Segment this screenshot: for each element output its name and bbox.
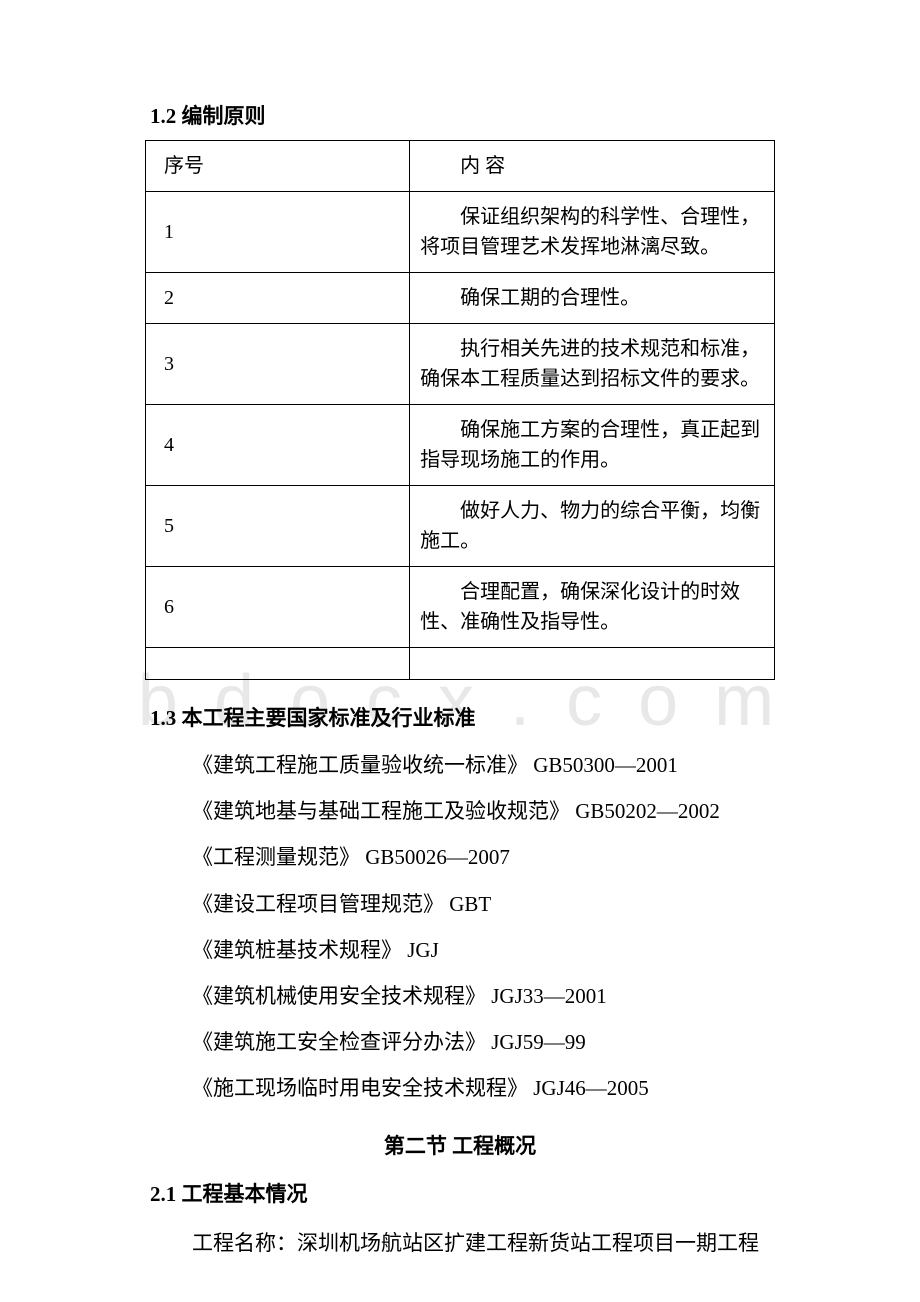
row-num: 3 [146,324,410,405]
table-row: 2 确保工期的合理性。 [146,273,775,324]
row-content: 确保工期的合理性。 [410,273,775,324]
project-name-text: 工程名称：深圳机场航站区扩建工程新货站工程项目一期工程 [145,1222,775,1264]
standard-item: 《建设工程项目管理规范》 GBT [150,881,775,927]
standard-item: 《施工现场临时用电安全技术规程》 JGJ46—2005 [150,1065,775,1111]
page-content: 1.2 编制原则 序号 内 容 1 保证组织架构的科学性、合理性，将项目管理艺术… [145,100,775,1264]
row-content: 做好人力、物力的综合平衡，均衡施工。 [410,486,775,567]
row-content: 执行相关先进的技术规范和标准，确保本工程质量达到招标文件的要求。 [410,324,775,405]
section-2-title: 第二节 工程概况 [145,1130,775,1160]
row-content: 保证组织架构的科学性、合理性，将项目管理艺术发挥地淋漓尽致。 [410,192,775,273]
table-row: 5 做好人力、物力的综合平衡，均衡施工。 [146,486,775,567]
table-row: 1 保证组织架构的科学性、合理性，将项目管理艺术发挥地淋漓尽致。 [146,192,775,273]
row-content: 确保施工方案的合理性，真正起到指导现场施工的作用。 [410,405,775,486]
standard-item: 《建筑机械使用安全技术规程》 JGJ33—2001 [150,973,775,1019]
standard-item: 《建筑施工安全检查评分办法》 JGJ59—99 [150,1019,775,1065]
row-num: 5 [146,486,410,567]
row-content: 合理配置，确保深化设计的时效性、准确性及指导性。 [410,567,775,648]
standard-item: 《建筑工程施工质量验收统一标准》 GB50300—2001 [150,742,775,788]
row-num: 1 [146,192,410,273]
standard-item: 《建筑地基与基础工程施工及验收规范》 GB50202—2002 [150,788,775,834]
standard-item: 《工程测量规范》 GB50026—2007 [150,834,775,880]
table-empty-row [146,648,775,680]
header-col-content: 内 容 [410,141,775,192]
standard-item: 《建筑桩基技术规程》 JGJ [150,927,775,973]
empty-cell [410,648,775,680]
table-row: 3 执行相关先进的技术规范和标准，确保本工程质量达到招标文件的要求。 [146,324,775,405]
table-row: 4 确保施工方案的合理性，真正起到指导现场施工的作用。 [146,405,775,486]
principles-table: 序号 内 容 1 保证组织架构的科学性、合理性，将项目管理艺术发挥地淋漓尽致。 … [145,140,775,680]
standards-list: 《建筑工程施工质量验收统一标准》 GB50300—2001 《建筑地基与基础工程… [145,742,775,1112]
row-num: 4 [146,405,410,486]
row-num: 6 [146,567,410,648]
table-row: 6 合理配置，确保深化设计的时效性、准确性及指导性。 [146,567,775,648]
table-header-row: 序号 内 容 [146,141,775,192]
section-2-1-heading: 2.1 工程基本情况 [145,1178,775,1208]
row-num: 2 [146,273,410,324]
empty-cell [146,648,410,680]
header-col-num: 序号 [146,141,410,192]
section-1-3-heading: 1.3 本工程主要国家标准及行业标准 [145,702,775,732]
section-1-2-heading: 1.2 编制原则 [145,100,775,130]
